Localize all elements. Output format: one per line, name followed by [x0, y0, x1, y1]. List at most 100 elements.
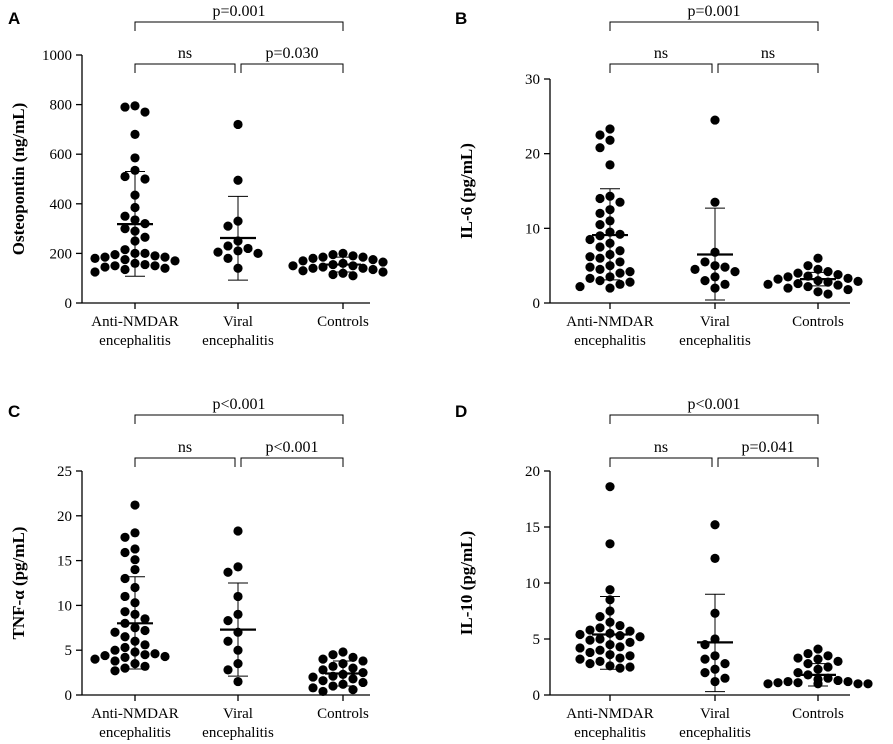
- y-tick-label: 1000: [42, 48, 72, 64]
- data-point: [130, 165, 140, 175]
- data-point: [233, 175, 243, 185]
- data-point: [763, 679, 773, 689]
- x-category-label: Anti-NMDAR: [566, 706, 654, 722]
- data-point: [585, 262, 595, 272]
- data-point: [120, 255, 130, 265]
- data-point: [605, 482, 615, 492]
- data-point: [328, 250, 338, 260]
- data-point: [853, 276, 863, 286]
- data-point: [318, 676, 328, 686]
- data-point: [110, 666, 120, 676]
- data-point: [833, 675, 843, 686]
- data-point: [140, 259, 150, 270]
- data-point: [700, 654, 710, 664]
- data-point: [160, 263, 170, 273]
- data-point: [595, 208, 605, 218]
- y-tick-label: 10: [57, 598, 72, 614]
- data-point: [615, 257, 625, 267]
- data-point: [130, 528, 140, 538]
- y-tick-label: 0: [65, 296, 73, 312]
- data-point: [150, 251, 160, 261]
- data-point: [585, 252, 595, 262]
- data-point: [130, 544, 140, 554]
- data-point: [160, 651, 170, 662]
- data-point: [120, 632, 130, 642]
- data-point: [233, 676, 243, 687]
- data-point: [120, 224, 130, 234]
- data-point: [813, 264, 823, 274]
- data-point: [233, 562, 243, 572]
- data-point: [120, 663, 130, 673]
- data-point: [773, 678, 783, 688]
- x-category-label: Controls: [792, 314, 844, 330]
- data-point: [140, 614, 150, 624]
- x-category-label: Controls: [317, 314, 369, 330]
- data-point: [803, 261, 813, 271]
- data-point: [318, 665, 328, 675]
- data-point: [120, 573, 130, 584]
- data-point: [100, 262, 110, 272]
- significance-bracket: [717, 63, 819, 73]
- y-tick-label: 200: [50, 246, 73, 262]
- data-point: [368, 255, 378, 265]
- data-point: [595, 130, 605, 140]
- data-point: [783, 676, 793, 687]
- data-point: [605, 135, 615, 145]
- x-category-label: Anti-NMDAR: [566, 314, 654, 330]
- significance-label: p<0.001: [265, 439, 318, 456]
- data-point: [615, 631, 625, 641]
- data-point: [595, 634, 605, 644]
- x-category-label: encephalitis: [99, 333, 171, 349]
- y-tick-label: 15: [57, 554, 72, 570]
- data-point: [140, 107, 150, 117]
- significance-label: ns: [654, 45, 668, 62]
- data-point: [308, 263, 318, 273]
- data-point: [120, 171, 130, 182]
- significance-bracket: [609, 21, 819, 31]
- significance-bracket: [717, 457, 819, 467]
- data-point: [595, 220, 605, 230]
- significance-label: p=0.041: [741, 439, 794, 456]
- data-point: [833, 656, 843, 667]
- data-point: [595, 276, 605, 286]
- data-point: [328, 269, 338, 280]
- data-point: [833, 280, 843, 290]
- y-tick-label: 30: [525, 72, 540, 88]
- data-point: [615, 620, 625, 631]
- data-point: [348, 674, 358, 684]
- data-point: [223, 567, 233, 577]
- panel-a: A 0 200 400 600 800 1000 Osteopontin (ng/mL) Ant…: [8, 3, 388, 349]
- data-point: [90, 253, 100, 263]
- data-point: [110, 261, 120, 271]
- data-point: [720, 659, 730, 669]
- data-point: [575, 654, 585, 664]
- data-point: [585, 625, 595, 635]
- x-category-label: encephalitis: [679, 725, 751, 741]
- data-point: [595, 143, 605, 153]
- y-tick-label: 400: [50, 197, 73, 213]
- data-point: [595, 193, 605, 204]
- significance-bracket: [609, 457, 713, 467]
- significance-label: p<0.001: [212, 396, 265, 413]
- data-point: [318, 654, 328, 664]
- significance-bracket: [134, 457, 236, 467]
- data-point: [690, 264, 700, 274]
- x-category-label: Viral: [700, 706, 730, 722]
- data-point: [298, 256, 308, 266]
- data-point: [223, 665, 233, 675]
- data-point: [793, 653, 803, 663]
- data-point: [110, 250, 120, 260]
- y-tick-label: 5: [533, 632, 541, 648]
- y-tick-label: 5: [65, 643, 73, 659]
- data-point: [348, 271, 358, 281]
- data-point: [700, 276, 710, 286]
- data-point: [595, 253, 605, 263]
- panel-c: C 0 5 10 15 20 25 TNF-α (pg/mL) Anti-NMDAR enceph…: [8, 396, 370, 741]
- data-point: [130, 500, 140, 510]
- data-point: [615, 642, 625, 652]
- data-point: [110, 627, 120, 637]
- data-point: [90, 654, 100, 664]
- data-point: [605, 585, 615, 595]
- data-point: [233, 526, 243, 536]
